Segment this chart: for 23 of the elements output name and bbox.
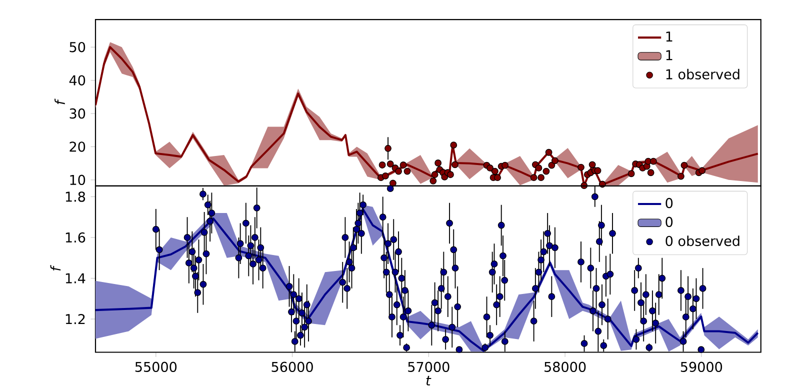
legend-label: 1	[666, 50, 672, 60]
x-tick-label: 58000	[544, 362, 586, 372]
text: 0	[666, 198, 673, 208]
y-tick-label: 1.6	[66, 232, 86, 242]
x-tick-label: 59000	[680, 362, 722, 372]
y-tick-label: 1.8	[66, 191, 86, 202]
legend-label: 0	[666, 216, 673, 227]
y-tick-label: 20	[70, 141, 86, 152]
legend-label: 0 observed	[666, 235, 740, 246]
y-tick-label: 1.2	[66, 314, 85, 324]
x-tick-label: 55000	[135, 362, 177, 372]
y-tick-label: 1.4	[66, 273, 86, 284]
y-tick-label: 30	[70, 108, 86, 118]
x-axis-title: t	[426, 376, 432, 386]
text: 1	[666, 31, 672, 42]
y-axis-title: f	[50, 264, 61, 270]
y-tick-label: 50	[70, 42, 86, 52]
legend-label: 1 observed	[666, 68, 740, 80]
y-axis-title: f	[54, 98, 65, 104]
x-tick-label: 57000	[408, 362, 450, 372]
y-tick-label: 10	[70, 174, 86, 185]
x-tick-label: 56000	[272, 362, 313, 372]
y-tick-label: 40	[69, 75, 86, 86]
